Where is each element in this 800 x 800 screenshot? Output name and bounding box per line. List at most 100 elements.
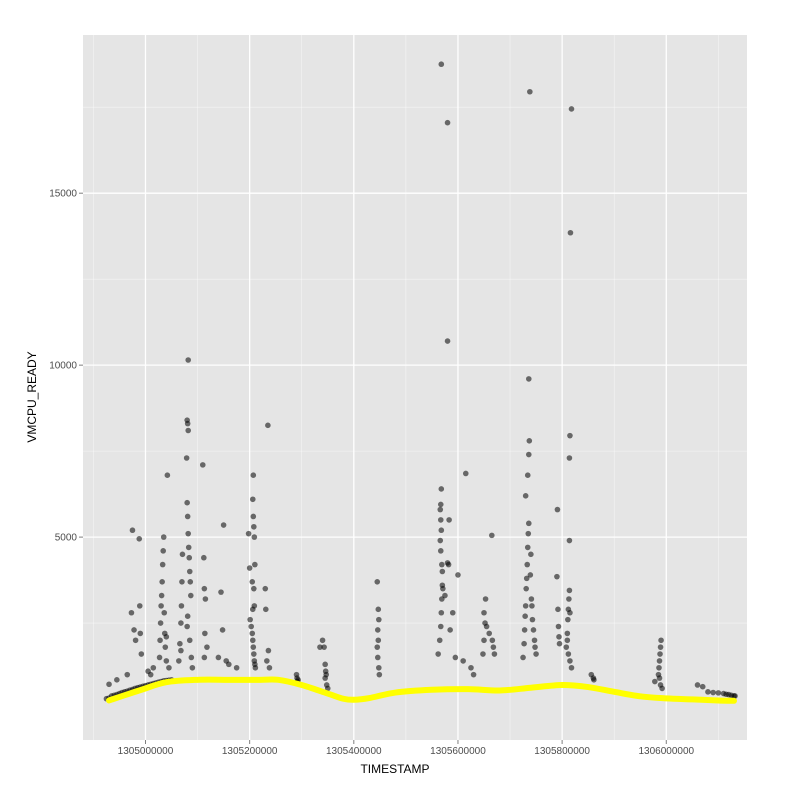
data-point xyxy=(529,616,536,623)
data-point xyxy=(159,561,166,568)
data-point xyxy=(185,544,192,551)
data-point xyxy=(128,609,135,616)
data-point xyxy=(468,664,474,671)
data-point xyxy=(564,637,571,644)
data-point xyxy=(439,568,446,575)
data-point xyxy=(251,603,258,609)
data-point xyxy=(251,651,257,657)
data-point xyxy=(437,501,444,508)
data-point xyxy=(567,609,573,616)
data-point xyxy=(199,462,206,468)
data-point xyxy=(532,644,538,650)
data-point xyxy=(566,537,573,544)
data-point xyxy=(204,644,210,650)
data-point xyxy=(440,585,446,592)
data-point xyxy=(525,530,532,537)
data-point xyxy=(445,561,452,568)
data-point xyxy=(249,496,256,503)
data-point xyxy=(566,587,573,594)
data-point xyxy=(219,627,226,633)
data-point xyxy=(523,575,530,582)
data-point xyxy=(319,637,326,644)
data-point xyxy=(525,451,532,458)
data-point xyxy=(555,623,562,630)
data-point xyxy=(470,671,477,678)
data-point xyxy=(656,675,663,681)
data-point xyxy=(161,609,168,616)
data-point xyxy=(699,683,706,690)
x-tick-label: 1305800000 xyxy=(534,746,590,757)
data-point xyxy=(322,675,328,681)
y-tick-label: 5000 xyxy=(55,533,78,544)
data-point xyxy=(158,603,164,609)
data-point xyxy=(184,499,190,506)
data-point xyxy=(462,470,469,477)
data-point xyxy=(137,630,144,637)
data-point xyxy=(184,420,191,427)
data-point xyxy=(374,644,381,650)
data-point xyxy=(449,609,456,616)
data-point xyxy=(482,596,489,602)
data-point xyxy=(567,229,574,236)
data-point xyxy=(156,654,163,661)
data-point xyxy=(147,671,154,678)
data-point xyxy=(527,572,534,578)
data-point xyxy=(481,609,487,616)
data-point xyxy=(437,537,444,544)
data-point xyxy=(491,651,498,657)
data-point xyxy=(187,579,194,585)
data-point xyxy=(439,561,445,568)
data-point xyxy=(251,523,257,530)
data-point xyxy=(188,592,194,599)
data-point xyxy=(183,455,190,461)
data-point xyxy=(444,119,451,126)
data-point xyxy=(162,644,169,650)
data-point xyxy=(715,690,722,696)
data-point xyxy=(265,422,271,429)
data-point xyxy=(178,603,185,609)
data-point xyxy=(567,658,573,664)
data-point xyxy=(526,438,533,444)
plot-panel xyxy=(83,35,747,740)
data-point xyxy=(447,627,453,633)
data-point xyxy=(317,644,323,650)
data-point xyxy=(481,637,487,644)
data-point xyxy=(522,603,529,609)
data-point xyxy=(529,603,535,609)
data-point xyxy=(249,630,256,637)
major-gridlines xyxy=(83,35,747,740)
data-point xyxy=(251,534,258,540)
data-point xyxy=(554,506,561,513)
data-point xyxy=(567,432,573,439)
data-point xyxy=(376,664,382,671)
data-point xyxy=(489,637,496,644)
data-point xyxy=(556,634,562,640)
data-point xyxy=(525,520,532,527)
data-point xyxy=(176,658,182,664)
data-point xyxy=(531,637,538,644)
smooth-line xyxy=(106,676,737,704)
data-point xyxy=(262,585,269,592)
data-point xyxy=(159,579,165,585)
data-point xyxy=(250,644,257,650)
data-point xyxy=(201,585,208,592)
data-point xyxy=(250,472,257,478)
data-point xyxy=(186,554,193,561)
data-point xyxy=(136,603,143,609)
data-point xyxy=(163,658,170,664)
data-point xyxy=(527,88,533,95)
data-point xyxy=(710,689,716,696)
data-point xyxy=(124,671,131,678)
data-point xyxy=(114,677,120,683)
data-point xyxy=(248,623,255,630)
x-tick-label: 1305400000 xyxy=(326,746,382,757)
data-point xyxy=(252,561,258,568)
data-point xyxy=(524,544,531,551)
data-point xyxy=(189,664,196,671)
data-point xyxy=(528,551,534,558)
data-point xyxy=(266,664,273,671)
data-point xyxy=(158,592,165,599)
data-point xyxy=(184,513,191,520)
data-point xyxy=(533,651,539,657)
